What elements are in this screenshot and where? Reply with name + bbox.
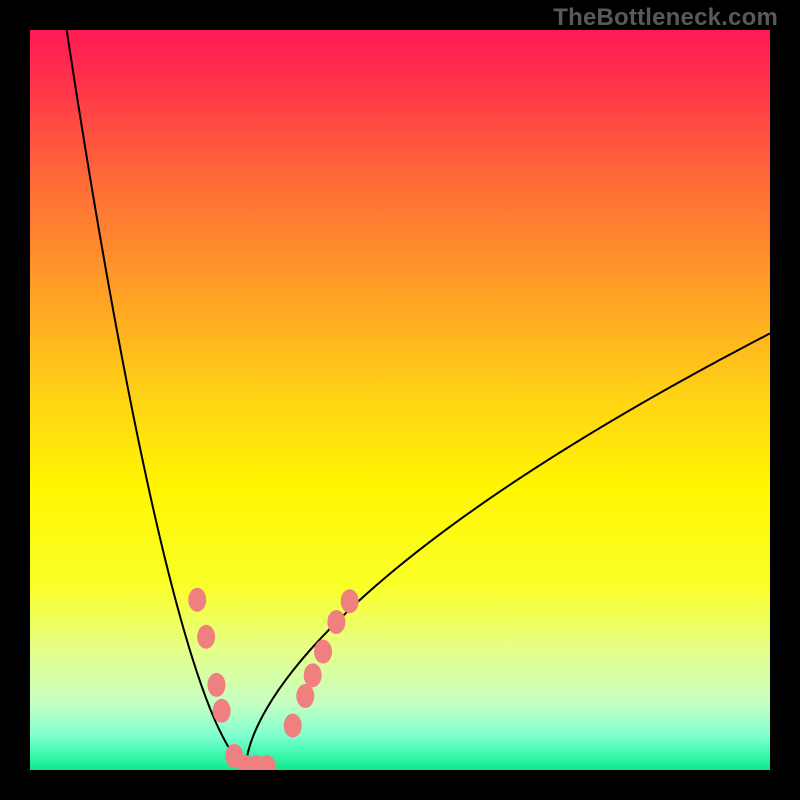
data-dot (341, 589, 359, 613)
chart-svg (0, 0, 800, 800)
data-dot (213, 699, 231, 723)
plot-background (30, 30, 770, 770)
data-dot (314, 640, 332, 664)
data-dot (327, 610, 345, 634)
chart-stage: TheBottleneck.com (0, 0, 800, 800)
data-dot (207, 673, 225, 697)
data-dot (296, 684, 314, 708)
data-dot (304, 663, 322, 687)
watermark-text: TheBottleneck.com (553, 4, 778, 32)
data-dot (188, 588, 206, 612)
data-dot (284, 714, 302, 738)
data-dot (197, 625, 215, 649)
